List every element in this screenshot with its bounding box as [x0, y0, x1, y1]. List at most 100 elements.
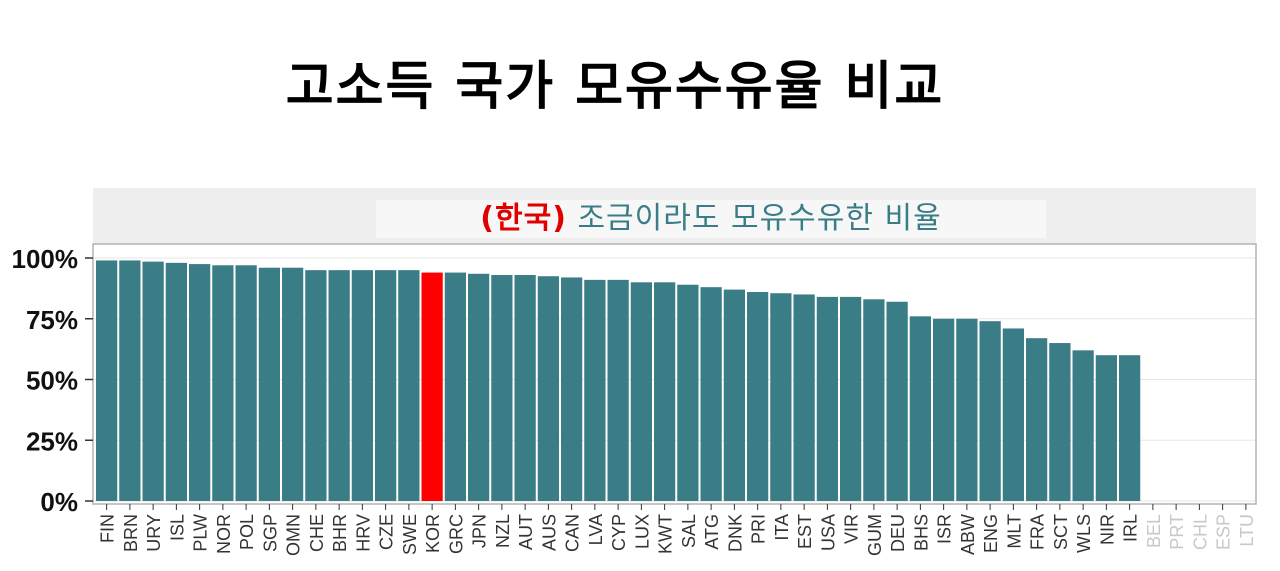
x-tick-label: CZE [377, 514, 397, 550]
bar-cze [375, 270, 397, 501]
x-tick-label: BHS [911, 514, 931, 551]
bar-grc [444, 272, 466, 501]
bar-jpn [468, 273, 490, 501]
bar-sal [677, 284, 699, 501]
bar-hrv [351, 270, 373, 501]
bar-ury [142, 261, 164, 501]
y-tick-label: 25% [26, 426, 78, 456]
x-tick-label: IRL [1121, 514, 1141, 542]
x-tick-label: MLT [1004, 514, 1024, 549]
bar-fra [1026, 338, 1048, 501]
x-tick-label: LUX [632, 514, 652, 549]
bar-pol [235, 265, 257, 501]
panel-title-rest: 조금이라도 모유수유한 비율 [567, 201, 942, 236]
x-tick-label: DNK [725, 514, 745, 552]
y-tick-label: 50% [26, 366, 78, 396]
x-tick-label: ISL [167, 514, 187, 541]
x-tick-label: ITA [772, 514, 792, 541]
x-tick-label: USA [818, 514, 838, 551]
bar-bhr [328, 270, 350, 501]
bar-sct [1049, 343, 1071, 501]
x-tick-label: PLW [191, 514, 211, 552]
x-tick-label: ATG [702, 514, 722, 550]
x-tick-label: ESP [1214, 514, 1234, 550]
x-tick-label: VIR [842, 514, 862, 544]
x-tick-label: OMN [284, 514, 304, 556]
bar-est [793, 294, 815, 501]
bar-pri [747, 292, 769, 501]
x-tick-label: GUM [865, 514, 885, 556]
x-tick-label: KWT [656, 514, 676, 554]
x-tick-label: CHE [307, 514, 327, 552]
bar-plw [189, 264, 211, 501]
bar-gum [863, 299, 885, 501]
x-tick-label: FRA [1028, 514, 1048, 550]
x-tick-label: KOR [423, 514, 443, 553]
x-tick-label: WLS [1074, 514, 1094, 553]
bar-che [305, 270, 327, 501]
x-tick-label: URY [144, 514, 164, 552]
x-axis-ticks: FIN BRN URY ISL PLW NOR POL SGP OMN CHE BHR HRV CZE S… [98, 504, 1257, 556]
bar-deu [886, 301, 908, 501]
y-tick-label: 100% [12, 244, 79, 274]
bar-sgp [258, 267, 280, 501]
panel-title-prefix: (한국) [480, 201, 567, 236]
bar-isr [933, 318, 955, 501]
bar-brn [119, 260, 141, 501]
bar-eng [979, 321, 1001, 501]
bar-irl [1119, 355, 1141, 501]
x-tick-label: SAL [679, 514, 699, 548]
x-tick-label: NZL [493, 514, 513, 548]
x-tick-label: AUS [539, 514, 559, 551]
bar-usa [816, 296, 838, 501]
bar-aut [514, 275, 536, 501]
x-tick-label: PRT [1167, 514, 1187, 550]
x-tick-label: NIR [1097, 514, 1117, 545]
bar-nor [212, 265, 234, 501]
bar-swe [398, 270, 420, 501]
panel-title: (한국) 조금이라도 모유수유한 비율 [480, 201, 941, 236]
bar-aus [537, 276, 559, 501]
bar-nir [1095, 355, 1117, 501]
bar-isl [165, 262, 187, 501]
bar-kor [421, 272, 443, 501]
x-tick-label: SWE [400, 514, 420, 555]
x-tick-label: ISR [935, 514, 955, 544]
x-tick-label: JPN [470, 514, 490, 548]
x-tick-label: CAN [563, 514, 583, 552]
x-tick-label: FIN [98, 514, 118, 543]
x-tick-label: ABW [958, 514, 978, 555]
panel-title-bg [376, 200, 1046, 238]
bar-can [561, 277, 583, 501]
x-tick-label: NOR [214, 514, 234, 554]
x-tick-label: AUT [516, 514, 536, 550]
bar-lux [630, 282, 652, 501]
x-tick-label: BEL [1144, 514, 1164, 548]
x-tick-label: CYP [609, 514, 629, 551]
x-tick-label: GRC [446, 514, 466, 554]
bar-vir [840, 296, 862, 501]
x-tick-label: LTU [1237, 514, 1257, 547]
x-tick-label: BHR [330, 514, 350, 552]
y-tick-label: 0% [40, 487, 78, 517]
bar-abw [956, 318, 978, 501]
x-tick-label: EST [795, 514, 815, 549]
bar-kwt [654, 282, 676, 501]
x-tick-label: POL [237, 514, 257, 550]
x-tick-label: SCT [1051, 514, 1071, 550]
bar-cyp [607, 279, 629, 501]
bar-lva [584, 279, 606, 501]
page-title: 고소득 국가 모유수유율 비교 [285, 57, 945, 117]
x-tick-label: CHL [1190, 514, 1210, 550]
bar-ita [770, 293, 792, 501]
bar-omn [282, 267, 304, 501]
x-tick-label: PRI [749, 514, 769, 544]
y-tick-label: 75% [26, 305, 78, 335]
x-tick-label: SGP [260, 514, 280, 552]
bar-nzl [491, 275, 513, 501]
x-tick-label: ENG [981, 514, 1001, 553]
bar-fin [96, 260, 118, 501]
bars [96, 260, 1141, 501]
bar-mlt [1002, 328, 1024, 501]
